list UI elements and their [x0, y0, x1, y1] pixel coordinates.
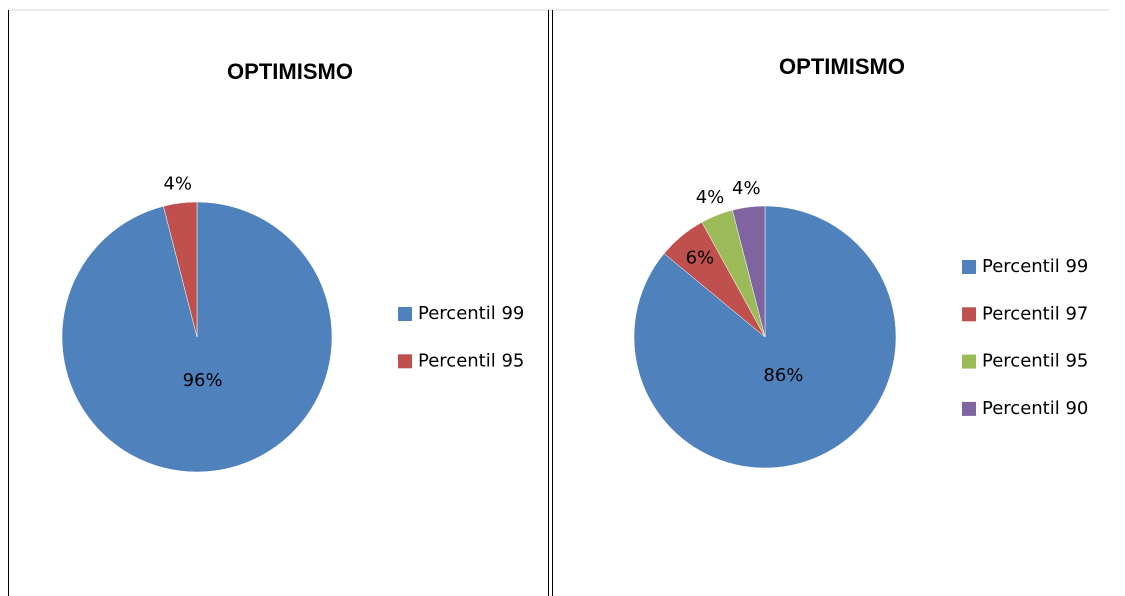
- chart-title: OPTIMISMO: [779, 54, 905, 79]
- data-label: 6%: [686, 247, 715, 268]
- legend-swatch: [962, 354, 976, 369]
- pie-slice: [732, 205, 766, 338]
- pie-slice: [163, 201, 198, 338]
- chart-title: OPTIMISMO: [227, 59, 353, 84]
- legend-swatch: [398, 307, 412, 321]
- data-label: 4%: [732, 178, 761, 199]
- legend-label: Percentil 99: [982, 256, 1088, 277]
- data-label: 4%: [696, 187, 725, 208]
- legend-swatch: [962, 401, 976, 416]
- data-label: 86%: [763, 365, 803, 386]
- legend-label: Percentil 99: [418, 303, 524, 324]
- legend-label: Percentil 90: [982, 398, 1088, 419]
- legend-swatch: [962, 260, 976, 274]
- legend-label: Percentil 95: [982, 351, 1088, 372]
- legend-swatch: [962, 307, 976, 322]
- legend-label: Percentil 97: [982, 303, 1088, 324]
- legend-label: Percentil 95: [418, 350, 524, 371]
- data-label: 96%: [183, 370, 223, 391]
- legend-swatch: [398, 354, 412, 369]
- data-label: 4%: [163, 173, 192, 194]
